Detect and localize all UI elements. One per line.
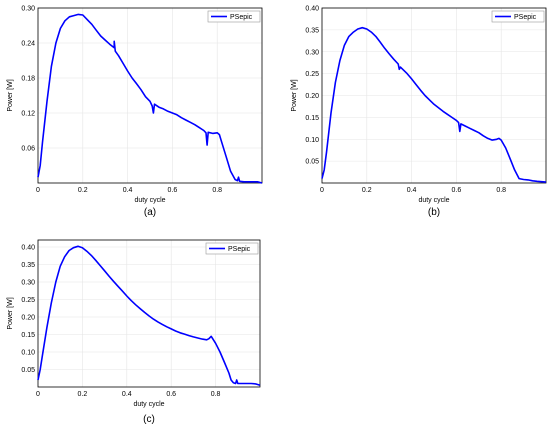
y-tick-label: 0.15 (21, 332, 35, 339)
x-axis-label: duty cycle (418, 197, 449, 204)
x-tick-label: 0.6 (166, 391, 176, 398)
legend-label: PSepic (228, 246, 251, 253)
series-line-psepic (321, 26, 547, 183)
plot-area-frame (37, 239, 261, 388)
y-axis-label: Power [W] (7, 79, 14, 111)
panel-caption: (b) (428, 207, 440, 218)
x-tick-label: 0.2 (362, 187, 372, 194)
y-tick-label: 0.15 (305, 115, 319, 122)
y-tick-label: 0.12 (21, 111, 35, 118)
legend-box (491, 10, 545, 23)
legend-label: PSepic (230, 14, 253, 21)
x-tick-label: 0.4 (122, 391, 132, 398)
x-tick-label: 0.6 (452, 187, 462, 194)
y-tick-label: 0.30 (21, 6, 35, 13)
x-axis-label: duty cycle (133, 401, 164, 408)
chart-panel-b: 0 0.2 0.4 0.6 0.8 0.05 0.10 0.15 0.20 0.25 0.30 0.3… (291, 6, 547, 218)
y-tick-label: 0.10 (305, 137, 319, 144)
x-tick-label: 0 (36, 391, 40, 398)
y-tick-label: 0.10 (21, 350, 35, 357)
plot-area-frame (321, 7, 547, 184)
y-tick-label: 0.40 (305, 6, 319, 13)
y-axis-label: Power [W] (291, 79, 298, 111)
y-tick-label: 0.35 (305, 27, 319, 34)
legend-label: PSepic (514, 14, 537, 21)
chart-panel-c: 0 0.2 0.4 0.6 0.8 0.05 0.10 0.15 0.20 0.25 0.30 0.3… (7, 239, 261, 425)
x-tick-label: 0.8 (212, 187, 222, 194)
y-tick-label: 0.25 (21, 297, 35, 304)
y-tick-label: 0.20 (305, 93, 319, 100)
y-tick-label: 0.06 (21, 146, 35, 153)
legend-box (207, 10, 261, 23)
y-axis-label: Power [W] (7, 297, 14, 329)
x-axis-label: duty cycle (134, 197, 165, 204)
plot-area-frame (37, 7, 263, 184)
x-tick-label: 0.8 (496, 187, 506, 194)
series-line-psepic (37, 245, 261, 387)
x-tick-label: 0.2 (78, 391, 88, 398)
y-tick-label: 0.35 (21, 262, 35, 269)
x-tick-label: 0.4 (407, 187, 417, 194)
y-tick-label: 0.40 (21, 245, 35, 252)
x-tick-label: 0 (36, 187, 40, 194)
panel-caption: (a) (144, 207, 156, 218)
x-tick-label: 0.6 (168, 187, 178, 194)
y-tick-label: 0.05 (21, 367, 35, 374)
chart-panel-a: 0 0.2 0.4 0.6 0.8 0.06 0.12 0.18 0.24 0.30 duty cy… (7, 6, 263, 218)
y-tick-label: 0.20 (21, 315, 35, 322)
x-tick-label: 0.2 (78, 187, 88, 194)
legend-box (205, 242, 259, 255)
panel-caption: (c) (143, 414, 155, 425)
y-tick-label: 0.24 (21, 41, 35, 48)
y-tick-label: 0.30 (21, 280, 35, 287)
series-line-psepic (37, 13, 263, 184)
y-tick-label: 0.05 (305, 159, 319, 166)
y-tick-label: 0.25 (305, 71, 319, 78)
x-tick-label: 0.4 (123, 187, 133, 194)
x-tick-label: 0.8 (211, 391, 221, 398)
x-tick-label: 0 (320, 187, 324, 194)
y-tick-label: 0.18 (21, 76, 35, 83)
y-tick-label: 0.30 (305, 49, 319, 56)
